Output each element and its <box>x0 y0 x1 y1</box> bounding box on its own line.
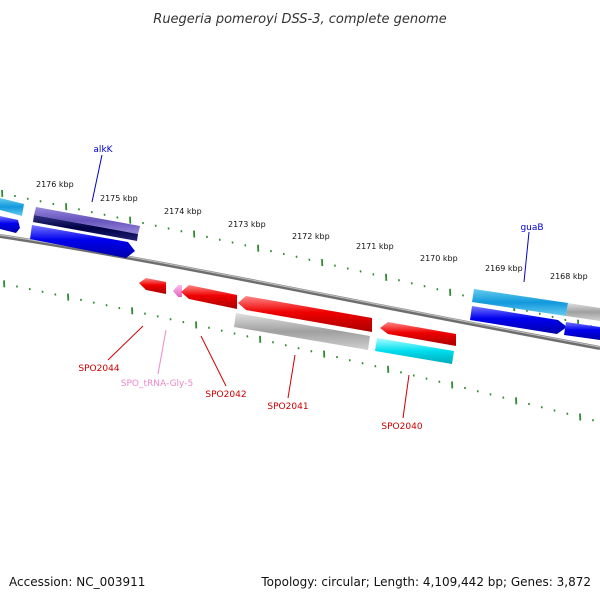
accession-text: Accession: NC_003911 <box>9 575 145 589</box>
match-cyan-SPO2040[interactable] <box>375 338 454 364</box>
leader-guaB <box>523 231 530 283</box>
cds-forward-right[interactable] <box>564 322 600 340</box>
tick-label: 2176 kbp <box>36 180 74 189</box>
tick-label: 2175 kbp <box>100 194 138 203</box>
tick-label: 2170 kbp <box>420 254 458 263</box>
cds-SPO2040[interactable] <box>380 322 456 346</box>
map-title: Ruegeria pomeroyi DSS-3, complete genome <box>153 12 446 27</box>
gene-label-alkK[interactable]: alkK <box>93 145 113 155</box>
leader-SPO2040 <box>402 374 410 419</box>
leader-SPO2044 <box>107 325 144 361</box>
reverse-strand-features <box>139 278 456 364</box>
cds-SPO2042[interactable] <box>181 285 237 309</box>
cds-forward-left[interactable] <box>0 216 20 233</box>
tick-label: 2174 kbp <box>164 207 202 216</box>
genome-backbone <box>0 234 600 350</box>
kbp-labels: 2176 kbp 2175 kbp 2174 kbp 2173 kbp 2172… <box>36 180 588 281</box>
tick-label: 2173 kbp <box>228 220 266 229</box>
leader-SPO2041 <box>287 354 296 399</box>
tick-label: 2171 kbp <box>356 242 394 251</box>
gene-label-guaB[interactable]: guaB <box>520 223 543 233</box>
gene-label-SPO2044[interactable]: SPO2044 <box>78 364 119 374</box>
cds-SPO2041[interactable] <box>238 296 372 332</box>
inner-tick-ring <box>3 280 594 422</box>
match-navy-alkK[interactable] <box>33 215 138 241</box>
gene-labels: alkK guaB SPO2044 SPO_tRNA-Gly-5 SPO2042… <box>78 145 543 432</box>
cds-alkK[interactable] <box>30 225 135 258</box>
forward-strand-features <box>0 198 600 340</box>
gene-label-SPO2041[interactable]: SPO2041 <box>267 402 308 412</box>
trna-gly-5[interactable] <box>173 285 182 297</box>
match-purple-alkK[interactable] <box>34 207 140 234</box>
genome-summary-text: Topology: circular; Length: 4,109,442 bp… <box>260 575 591 589</box>
tick-label: 2169 kbp <box>485 264 523 273</box>
tick-label: 2168 kbp <box>550 272 588 281</box>
match-cyan-left[interactable] <box>0 198 24 216</box>
leader-lines <box>91 154 530 419</box>
tick-label: 2172 kbp <box>292 232 330 241</box>
gene-label-SPO2040[interactable]: SPO2040 <box>381 422 422 432</box>
leader-alkK <box>91 154 103 203</box>
leader-tRNA <box>157 329 167 375</box>
match-gray-right[interactable] <box>566 303 600 321</box>
gene-label-SPO2042[interactable]: SPO2042 <box>205 390 246 400</box>
gene-label-tRNA-Gly-5[interactable]: SPO_tRNA-Gly-5 <box>121 379 193 389</box>
leader-SPO2042 <box>200 335 227 387</box>
cds-SPO2044[interactable] <box>139 278 166 294</box>
match-gray-SPO2041[interactable] <box>234 313 370 350</box>
match-cyan-guaB[interactable] <box>472 289 568 316</box>
cds-guaB[interactable] <box>470 306 567 334</box>
